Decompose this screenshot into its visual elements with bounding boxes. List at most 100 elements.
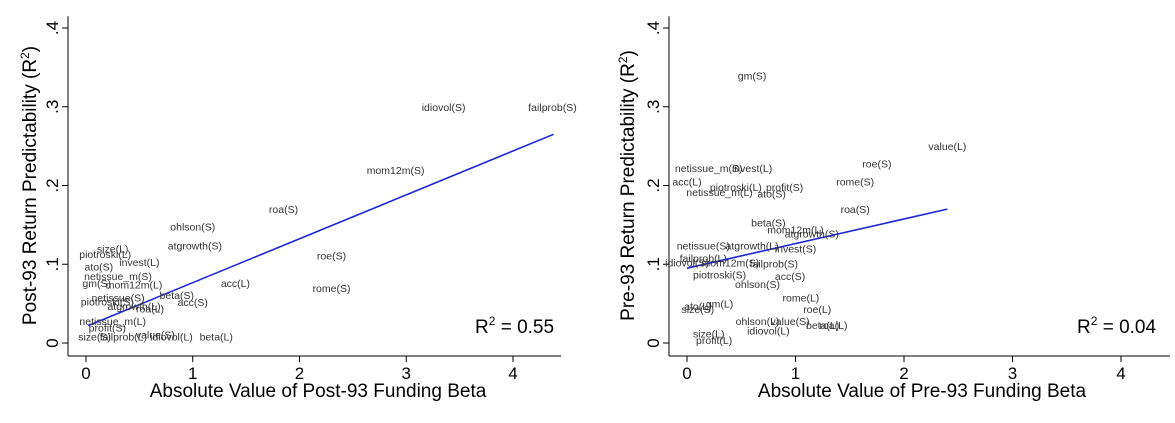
- point-label: failprob(L): [100, 332, 147, 344]
- point-label: value(S): [771, 316, 810, 328]
- point-label: invest(L): [119, 257, 159, 269]
- point-label: gm(L): [706, 299, 733, 311]
- point-label: piotroski(S): [693, 269, 746, 281]
- y-tick-label: .3: [43, 100, 62, 114]
- point-label: beta(S): [751, 218, 785, 230]
- point-label: rome(S): [313, 283, 351, 295]
- point-label: ohlson(S): [735, 279, 780, 291]
- point-label: idiovol(S): [422, 102, 466, 114]
- point-label: roa(S): [841, 204, 870, 216]
- y-tick-label: 0: [43, 338, 62, 347]
- point-label: idiovol(L): [747, 325, 790, 337]
- point-label: idiovol(L): [150, 332, 193, 344]
- point-label: roe(S): [862, 158, 891, 170]
- point-label: roa(L): [136, 303, 164, 315]
- y-tick-label: .2: [644, 178, 663, 192]
- plot-background: [602, 5, 1170, 417]
- x-tick-label: 2: [899, 364, 908, 383]
- point-label: invest(L): [732, 163, 772, 175]
- point-label: netissue_m(L): [686, 187, 753, 199]
- point-label: netissue_m(S): [675, 163, 743, 175]
- x-tick-label: 0: [81, 364, 90, 383]
- point-label: roe(S): [317, 251, 346, 263]
- point-label: piotroski(S): [81, 296, 134, 308]
- y-tick-label: .1: [644, 257, 663, 271]
- pre-93-scatter-chart: 0 .1 .2 .3 .4 0 1 2 3 4 Absolute Value of Pre-93 F…: [602, 5, 1170, 417]
- point-label: gm(S): [738, 70, 767, 82]
- point-label: ato(L): [684, 301, 711, 313]
- x-tick-label: 2: [295, 364, 304, 383]
- x-tick-label: 4: [1116, 364, 1125, 383]
- point-label: netissue_m(L): [79, 316, 146, 328]
- plot-background: [10, 5, 585, 417]
- fitted-line: [87, 133, 554, 327]
- y-axis-label: Pre-93 Return Predictability (R2): [616, 50, 639, 321]
- point-label: roa(S): [269, 204, 298, 216]
- point-label: failprob(S): [528, 102, 576, 114]
- point-label: acc(S): [775, 271, 805, 283]
- point-label: ato(S): [757, 188, 786, 200]
- y-tick-label: .1: [43, 257, 62, 271]
- point-label: size(S): [78, 332, 111, 344]
- x-tick-label: 0: [682, 364, 691, 383]
- point-label: netissue_m(S): [84, 271, 152, 283]
- post-93-scatter-chart: 0 .1 .2 .3 .4 0 1 2 3 4 Absolute Value of Post-93 …: [10, 5, 585, 417]
- x-tick-label: 3: [1008, 364, 1017, 383]
- point-label: ohlson(L): [736, 316, 780, 328]
- point-label: ohlson(S): [170, 221, 215, 233]
- point-label: invest(S): [775, 244, 816, 256]
- point-label: beta(L): [806, 320, 839, 332]
- point-label: size(L): [97, 244, 129, 256]
- point-label: ato(S): [85, 262, 114, 274]
- point-label: gm(S): [82, 278, 111, 290]
- r-squared-label: R2 = 0.55: [475, 314, 554, 338]
- point-label: value(S): [136, 329, 175, 341]
- r-squared-label: R2 = 0.04: [1077, 314, 1156, 338]
- y-tick-label: 0: [644, 338, 663, 347]
- point-label: atgrowth(L): [726, 240, 779, 252]
- x-axis-label: Absolute Value of Post-93 Funding Beta: [150, 381, 487, 402]
- point-label: size(S): [682, 304, 715, 316]
- point-label: acc(L): [672, 177, 701, 189]
- point-label: failprob(S): [750, 258, 798, 270]
- y-tick-label: .4: [43, 21, 62, 35]
- point-label: profit(S): [766, 182, 803, 194]
- point-label: rome(L): [783, 292, 820, 304]
- point-label: mom12m(L): [767, 225, 824, 237]
- point-label: rome(S): [836, 177, 874, 189]
- point-label: idiovol(S): [665, 258, 709, 270]
- fitted-line: [686, 208, 948, 269]
- point-labels: failprob(S) idiovol(S) mom12m(S) roa(S) ohls…: [78, 102, 577, 344]
- point-label: beta(S): [160, 290, 194, 302]
- point-labels: gm(S) value(L) roe(S) rome(S) roa(S) netissue…: [665, 70, 966, 347]
- point-label: atgrowth(S): [168, 240, 222, 252]
- x-tick-label: 4: [508, 364, 517, 383]
- point-label: netissue(S): [91, 292, 144, 304]
- point-label: mom12m(S): [367, 165, 425, 177]
- point-label: profit(L): [696, 335, 732, 347]
- point-label: acc(L): [221, 278, 250, 290]
- x-tick-label: 1: [188, 364, 197, 383]
- point-label: failprob(L): [680, 253, 727, 265]
- y-axis-label: Post-93 Return Predictability (R2): [18, 46, 41, 325]
- x-tick-label: 3: [402, 364, 411, 383]
- point-label: beta(L): [200, 332, 233, 344]
- point-label: piotroski(L): [710, 182, 762, 194]
- point-label: piotroski(L): [79, 249, 131, 261]
- point-label: netissue(S): [677, 240, 730, 252]
- point-label: acc(S): [178, 297, 208, 309]
- point-label: mom12m(S): [702, 258, 760, 270]
- y-tick-label: .2: [43, 178, 62, 192]
- point-label: atgrowth(S): [785, 229, 839, 241]
- y-tick-label: .4: [644, 21, 663, 35]
- point-label: atgrowth(L): [107, 301, 160, 313]
- point-label: roe(L): [803, 304, 831, 316]
- point-label: size(L): [693, 329, 725, 341]
- point-label: value(L): [928, 141, 966, 153]
- point-label: profit(S): [89, 322, 126, 334]
- y-tick-label: .3: [644, 100, 663, 114]
- x-axis-label: Absolute Value of Pre-93 Funding Beta: [758, 381, 1087, 402]
- point-label: mom12m(L): [106, 280, 163, 292]
- point-label: roa(L): [819, 320, 847, 332]
